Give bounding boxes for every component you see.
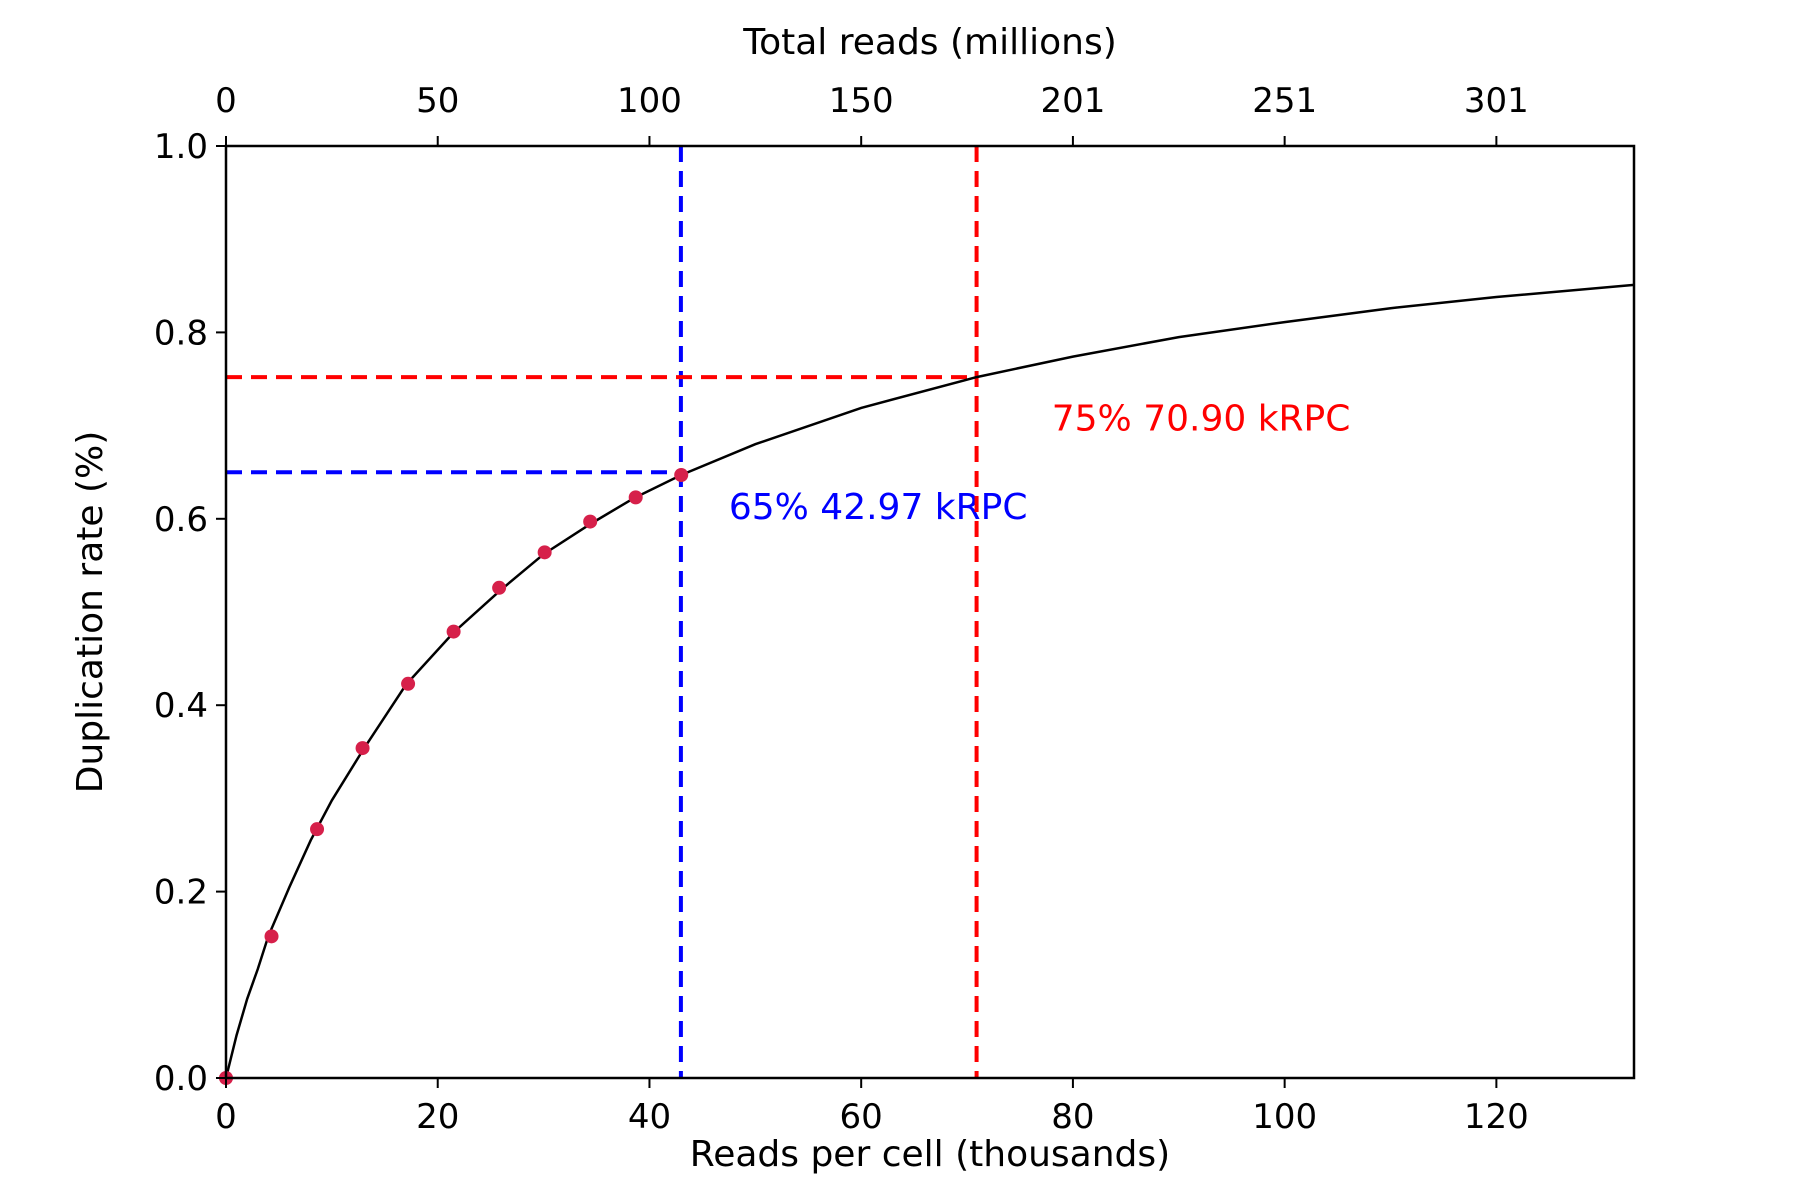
x-tick-label: 20 (416, 1097, 459, 1137)
y-tick-label: 0.4 (154, 686, 208, 726)
observed-point (537, 545, 552, 560)
y-tick-label: 0.0 (154, 1059, 208, 1099)
plot-layer: 65% 42.97 kRPC 75% 70.90 kRPC (219, 146, 1635, 1085)
plot-frame (224, 144, 1636, 1080)
top-tick-label: 150 (829, 81, 894, 121)
observed-point (583, 514, 598, 529)
x-tick-label: 40 (628, 1097, 671, 1137)
observed-point (355, 741, 370, 756)
observed-point (310, 822, 325, 837)
top-tick-label: 251 (1252, 81, 1317, 121)
observed-point (674, 467, 689, 482)
y-axis-label: Duplication rate (%) (70, 431, 111, 794)
y-tick-label: 0.8 (154, 313, 208, 353)
observed-point (446, 624, 461, 639)
top-axis-label: Total reads (millions) (742, 22, 1117, 63)
observed-point (401, 676, 416, 691)
top-tick-label: 301 (1464, 81, 1529, 121)
reference-label-0: 65% 42.97 kRPC (729, 487, 1028, 528)
top-tick-label: 0 (215, 81, 237, 121)
observed-point (628, 490, 643, 505)
top-tick-label: 201 (1040, 81, 1105, 121)
x-axis-label: Reads per cell (thousands) (690, 1134, 1170, 1175)
x-tick-label: 120 (1464, 1097, 1529, 1137)
reference-label-1: 75% 70.90 kRPC (1052, 398, 1351, 439)
y-tick-label: 1.0 (154, 127, 208, 167)
x-tick-label: 100 (1252, 1097, 1317, 1137)
top-tick-label: 100 (617, 81, 682, 121)
observed-point (264, 929, 279, 944)
x-tick-label: 0 (215, 1097, 237, 1137)
y-tick-label: 0.6 (154, 500, 208, 540)
observed-point (492, 580, 507, 595)
x-tick-label: 60 (840, 1097, 883, 1137)
x-tick-label: 80 (1051, 1097, 1094, 1137)
y-tick-label: 0.2 (154, 873, 208, 913)
top-tick-label: 50 (416, 81, 459, 121)
